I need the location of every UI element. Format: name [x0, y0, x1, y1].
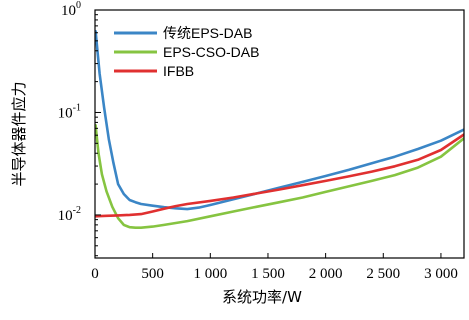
y-tick-label: 100	[61, 0, 81, 19]
x-tick-label: 0	[91, 266, 99, 282]
y-tick-label: 10-2	[58, 205, 81, 224]
series-line-2	[95, 124, 464, 229]
y-tick-label: 10-1	[58, 102, 81, 121]
legend-label: 传统EPS-DAB	[163, 25, 252, 41]
plot-frame	[94, 9, 465, 259]
legend-label: IFBB	[163, 63, 194, 79]
series-line-3	[95, 133, 464, 218]
x-axis-title: 系统功率/W	[222, 288, 302, 306]
series-line-1	[95, 30, 464, 211]
plot-lines	[95, 30, 464, 229]
x-tick-label: 2 000	[309, 266, 343, 282]
y-ticks: 10-2 10-1 100	[58, 0, 101, 257]
x-ticks: 0 500 1 000 1 500 2 000 2 500 3 000	[91, 253, 458, 282]
y-axis-title: 半导体器件应力	[10, 81, 28, 186]
legend: 传统EPS-DAB EPS-CSO-DAB IFBB	[114, 25, 259, 79]
x-tick-label: 500	[141, 266, 164, 282]
legend-label: EPS-CSO-DAB	[163, 44, 259, 60]
x-tick-label: 3 000	[424, 266, 458, 282]
x-tick-label: 2 500	[366, 266, 400, 282]
x-tick-label: 1 000	[193, 266, 227, 282]
x-tick-label: 1 500	[251, 266, 285, 282]
